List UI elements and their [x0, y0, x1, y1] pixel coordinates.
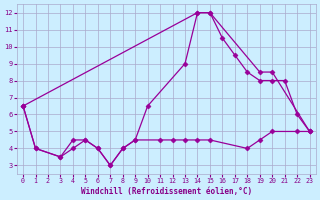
X-axis label: Windchill (Refroidissement éolien,°C): Windchill (Refroidissement éolien,°C) [81, 187, 252, 196]
